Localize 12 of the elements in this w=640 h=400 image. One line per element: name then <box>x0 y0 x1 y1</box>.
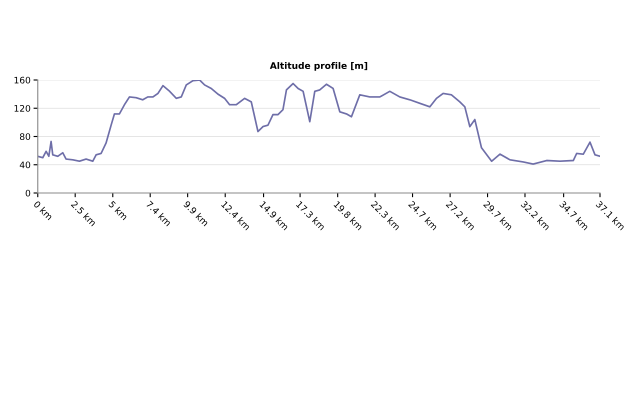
y-tick-label: 40 <box>20 161 30 168</box>
x-tick-label: 9.9 km <box>183 200 210 226</box>
y-tick-label: 120 <box>14 104 30 112</box>
line-series <box>38 80 600 165</box>
x-tick-label: 5 km <box>108 200 128 220</box>
x-tick-label: 7.4 km <box>146 200 172 226</box>
y-tick-label: 0 <box>26 190 30 197</box>
x-tick-label: 0 km <box>33 200 54 220</box>
x-tick-label: 2.5 km <box>70 200 97 226</box>
chart-title: Altitude profile [m] <box>270 62 368 71</box>
y-tick-label: 160 <box>14 76 30 84</box>
y-tick-label: 80 <box>20 133 30 140</box>
